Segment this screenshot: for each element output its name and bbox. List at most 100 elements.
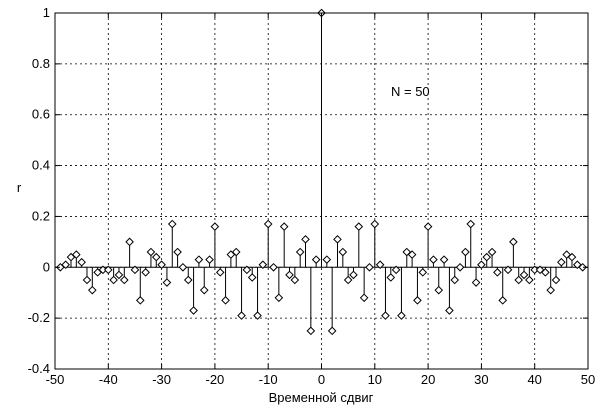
stem-marker [263, 219, 273, 229]
stem-marker [471, 278, 481, 287]
stem-marker [242, 265, 252, 275]
stem-marker [135, 296, 145, 305]
stem-marker [402, 247, 412, 257]
tick-labels: -50 -40 -30 -20 -10 0 10 20 30 40 50 -0.4 -0.2 0 0.2 0.… [28, 5, 595, 387]
stem-marker [301, 235, 310, 244]
stem-marker [562, 250, 571, 259]
stem-marker [290, 275, 300, 285]
y-tick-label: 0.6 [32, 107, 50, 122]
y-tick-label: 0.2 [32, 208, 50, 223]
x-tick-label: -50 [46, 372, 65, 387]
x-tick-label: 40 [527, 372, 541, 387]
stem-marker [311, 255, 321, 264]
stem-marker [306, 326, 316, 336]
stem-marker [338, 247, 348, 257]
stem-marker [434, 285, 444, 295]
stem-marker [157, 260, 166, 270]
x-tick-label: 50 [581, 372, 595, 387]
annotation-label: N = 50 [391, 84, 430, 99]
stem-marker [82, 275, 92, 285]
y-axis-label: r [17, 180, 22, 195]
stem-marker [509, 237, 518, 247]
stem-marker [61, 260, 70, 270]
stem-marker [205, 255, 214, 264]
stem-marker [119, 275, 129, 285]
stem-marker [210, 222, 220, 231]
stem-marker [482, 252, 492, 262]
stem-marker [72, 250, 81, 259]
x-tick-label: 10 [368, 372, 382, 387]
stem-marker [295, 247, 305, 257]
y-tick-label: 0 [43, 259, 50, 274]
stem-marker [141, 268, 150, 277]
stem-marker [199, 285, 209, 295]
stem-marker [493, 268, 502, 277]
axes [54, 12, 589, 370]
stem-marker [125, 237, 134, 247]
stem-marker [557, 257, 566, 267]
x-axis-label: Временной сдвиг [269, 390, 374, 405]
stem-marker [221, 296, 230, 305]
stem-marker [173, 247, 182, 257]
stem-marker [413, 296, 422, 305]
y-tick-label: 0.8 [32, 56, 50, 71]
stem-marker [194, 255, 204, 264]
y-tick-label: 0.4 [32, 158, 50, 173]
stem-marker [466, 219, 476, 229]
stem-marker [167, 219, 177, 229]
stem-marker [391, 265, 401, 275]
stem-marker [487, 247, 497, 257]
stem-marker [237, 311, 246, 320]
stem-marker [274, 293, 284, 303]
stem-marker [567, 252, 577, 262]
y-tick-label: -0.4 [28, 361, 50, 376]
stems [55, 8, 588, 336]
stem-marker [525, 275, 534, 285]
stem-marker [455, 262, 465, 272]
stem-marker [114, 270, 124, 280]
stem-marker [514, 275, 524, 285]
x-tick-label: 20 [421, 372, 435, 387]
x-tick-label: 30 [474, 372, 488, 387]
stem-marker [146, 247, 156, 257]
stem-marker [546, 285, 555, 295]
stem-marker [365, 262, 374, 272]
stem-marker [88, 285, 97, 295]
x-tick-label: -10 [259, 372, 278, 387]
stem-marker [333, 235, 342, 244]
stem-marker [578, 262, 587, 272]
stem-marker [541, 268, 550, 277]
stem-marker [109, 275, 118, 285]
stem-marker [253, 311, 262, 320]
stem-marker [445, 306, 454, 315]
stem-marker [269, 262, 278, 272]
y-tick-label: -0.2 [28, 310, 50, 325]
x-tick-label: 0 [318, 372, 325, 387]
stem-marker [322, 255, 332, 264]
stem-marker [327, 326, 337, 336]
stem-marker [461, 247, 470, 257]
stem-marker [407, 250, 417, 259]
stem-marker [285, 270, 294, 280]
x-tick-label: -40 [99, 372, 118, 387]
stem-marker [178, 262, 188, 272]
x-tick-label: -20 [206, 372, 225, 387]
stem-marker [359, 293, 369, 303]
stem-marker [519, 270, 529, 280]
stem-marker [418, 268, 428, 277]
stem-marker [183, 275, 193, 285]
stem-marker [162, 278, 172, 287]
y-tick-label: 1 [43, 5, 50, 20]
stem-marker [397, 311, 406, 320]
stem-marker [381, 311, 390, 320]
stem-marker [423, 222, 433, 231]
stem-marker [349, 270, 358, 280]
stem-marker [151, 252, 161, 262]
stem-marker [439, 255, 449, 264]
stem-marker [279, 222, 289, 231]
stem-marker [450, 275, 460, 285]
stem-marker [354, 222, 364, 231]
x-tick-label: -30 [152, 372, 171, 387]
